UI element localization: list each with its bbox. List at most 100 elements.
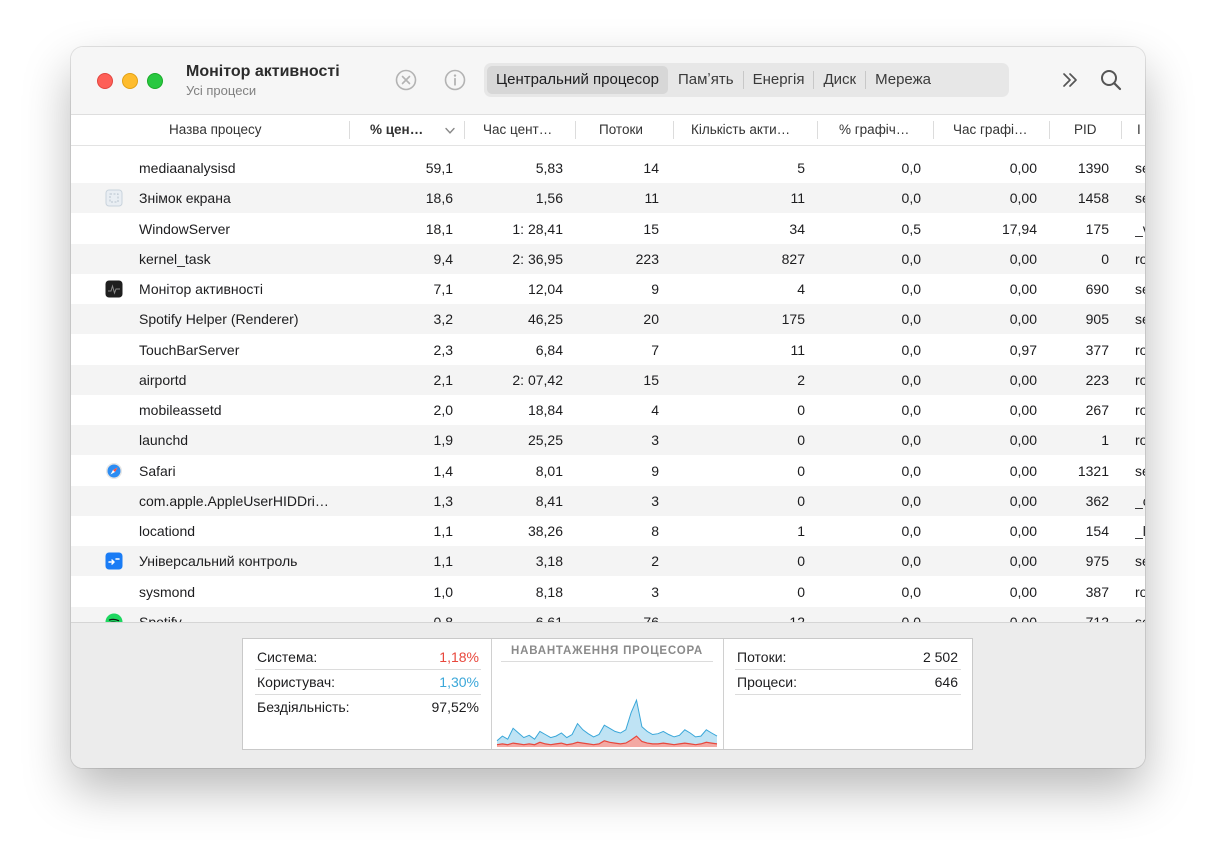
table-row[interactable]: Універсальний контроль 1,1 3,18 2 0 0,0 0,00 97…: [71, 546, 1145, 577]
table-row[interactable]: com.apple.AppleUserHIDDri… 1,3 8,41 3 0 0,0 0,…: [71, 485, 1145, 516]
cpu-time-cell: 8,18: [535, 583, 563, 600]
table-row[interactable]: Spotify Helper (Renderer) 3,2 46,25 20 175 0,…: [71, 304, 1145, 335]
gpu-time-cell: 0,00: [1009, 462, 1037, 479]
table-row[interactable]: Знімок екрана 18,6 1,56 11 11 0,0 0,00 1458 se: [71, 183, 1145, 214]
user-cell: _l: [1135, 523, 1145, 539]
idle-value: 97,52%: [431, 699, 479, 715]
column-header-user[interactable]: І: [1137, 122, 1141, 137]
column-header-idle-wakeups[interactable]: Кількість акти…: [691, 122, 791, 137]
idle-wakeups-cell: 175: [781, 311, 805, 328]
processes-label: Процеси:: [737, 674, 797, 690]
pid-cell: 1: [1101, 432, 1109, 449]
table-row[interactable]: Safari 1,4 8,01 9 0 0,0 0,00 1321 se: [71, 456, 1145, 486]
close-window-button[interactable]: [97, 73, 113, 89]
process-name-cell: mobileassetd: [139, 402, 222, 418]
cpu-time-cell: 2: 07,42: [512, 371, 563, 388]
stop-process-icon[interactable]: [395, 69, 417, 91]
process-name-cell: com.apple.AppleUserHIDDri…: [139, 492, 329, 509]
idle-wakeups-cell: 827: [781, 250, 805, 267]
zoom-window-button[interactable]: [147, 73, 163, 89]
process-table: mediaanalysisd59,15,831450,00,001390seЗн…: [71, 153, 1145, 622]
app-subtitle[interactable]: Усі процеси: [186, 83, 257, 98]
cpu-percent-cell: 18,1: [425, 220, 453, 237]
process-name-cell: Універсальний контроль: [139, 553, 298, 570]
column-header-cpu[interactable]: % цен…: [370, 122, 424, 137]
gpu-time-cell: 0,00: [1009, 523, 1037, 539]
column-header-cpu-time[interactable]: Час цент…: [483, 122, 553, 137]
tab-cpu[interactable]: Центральний процесор: [487, 66, 668, 94]
column-header-gpu[interactable]: % графіч…: [839, 122, 910, 137]
cpu-time-cell: 8,01: [535, 462, 563, 479]
gpu-percent-cell: 0,0: [901, 553, 921, 570]
more-chevrons-icon[interactable]: [1059, 69, 1081, 91]
gpu-percent-cell: 0,0: [901, 523, 921, 539]
gpu-time-cell: 17,94: [1001, 220, 1037, 237]
search-icon[interactable]: [1099, 68, 1123, 92]
gpu-percent-cell: 0,0: [901, 613, 921, 622]
table-row[interactable]: WindowServer 18,1 1: 28,41 15 34 0,5 17,94 175 _…: [71, 214, 1145, 244]
table-row[interactable]: kernel_task 9,4 2: 36,95 223 827 0,0 0,00 0 ro: [71, 243, 1145, 274]
pid-cell: 1390: [1077, 160, 1109, 176]
threads-cell: 14: [643, 160, 659, 176]
tab-energy[interactable]: Енергія: [752, 71, 805, 88]
tab-disk[interactable]: Диск: [823, 71, 857, 88]
idle-wakeups-cell: 5: [797, 160, 805, 176]
idle-wakeups-cell: 1: [797, 523, 805, 539]
table-row[interactable]: TouchBarServer 2,3 6,84 7 11 0,0 0,97 377 ro: [71, 335, 1145, 365]
column-header-gpu-time[interactable]: Час графі…: [953, 122, 1028, 137]
cpu-time-cell: 3,18: [535, 553, 563, 570]
universal-control-icon: [105, 552, 123, 570]
gpu-percent-cell: 0,0: [901, 281, 921, 297]
idle-wakeups-cell: 0: [797, 553, 805, 570]
cpu-load-chart: [496, 698, 718, 747]
threads-cell: 7: [651, 341, 659, 358]
idle-wakeups-cell: 12: [789, 613, 805, 622]
process-name-cell: locationd: [139, 523, 196, 539]
gpu-time-cell: 0,00: [1009, 402, 1037, 418]
process-name-cell: Монітор активності: [139, 281, 263, 297]
cpu-percent-cell: 1,1: [433, 523, 453, 539]
tab-network[interactable]: Мережа: [875, 71, 931, 88]
table-row[interactable]: airportd 2,1 2: 07,42 15 2 0,0 0,00 223 ro: [71, 364, 1145, 395]
table-row[interactable]: launchd 1,9 25,25 3 0 0,0 0,00 1 ro: [71, 425, 1145, 456]
cpu-percent-cell: 1,3: [433, 492, 453, 509]
table-row[interactable]: sysmond 1,0 8,18 3 0 0,0 0,00 387 ro: [71, 577, 1145, 607]
cpu-percent-cell: 2,0: [433, 402, 453, 418]
process-name-cell: Spotify Helper (Renderer): [139, 311, 299, 328]
process-name-cell: launchd: [139, 432, 189, 449]
cpu-percent-cell: 0,8: [433, 613, 453, 622]
idle-wakeups-cell: 0: [797, 432, 805, 449]
gpu-time-cell: 0,00: [1009, 583, 1037, 600]
column-header-name[interactable]: Назва процесу: [169, 122, 262, 137]
table-row[interactable]: Spotify 0,8 6,61 76 12 0,0 0,00 712 se: [71, 606, 1145, 622]
table-row[interactable]: mobileassetd 2,0 18,84 4 0 0,0 0,00 267 ro: [71, 395, 1145, 425]
gpu-percent-cell: 0,0: [901, 190, 921, 207]
cpu-load-chart-title: НАВАНТАЖЕННЯ ПРОЦЕСОРА: [510, 645, 704, 657]
user-cell: _v: [1135, 220, 1145, 237]
info-icon[interactable]: [444, 69, 466, 91]
table-row[interactable]: mediaanalysisd 59,1 5,83 14 5 0,0 0,00 1390 se: [71, 153, 1145, 183]
cpu-percent-cell: 3,2: [433, 311, 453, 328]
process-name-cell: sysmond: [139, 583, 196, 600]
minimize-window-button[interactable]: [122, 73, 138, 89]
table-row[interactable]: locationd 1,1 38,26 8 1 0,0 0,00 154 _l: [71, 516, 1145, 546]
tab-memory[interactable]: Памʼять: [677, 71, 734, 88]
user-cell: ro: [1135, 583, 1145, 600]
pid-cell: 975: [1085, 553, 1109, 570]
pid-cell: 0: [1101, 250, 1109, 267]
activity-monitor-icon: [105, 280, 123, 298]
cpu-percent-cell: 7,1: [433, 281, 453, 297]
screenshot-icon: [105, 189, 123, 207]
process-name-cell: airportd: [139, 371, 187, 388]
column-header-threads[interactable]: Потоки: [599, 122, 643, 137]
gpu-time-cell: 0,00: [1009, 492, 1037, 509]
gpu-time-cell: 0,00: [1009, 160, 1037, 176]
column-header-pid[interactable]: PID: [1074, 122, 1097, 137]
table-row[interactable]: Монітор активності 7,1 12,04 9 4 0,0 0,00 690 se: [71, 274, 1145, 304]
user-cell: ro: [1135, 402, 1145, 418]
process-name-cell: Safari: [139, 462, 176, 479]
pid-cell: 377: [1085, 341, 1109, 358]
threads-cell: 9: [651, 462, 659, 479]
sort-chevron-down-icon: [445, 127, 455, 134]
system-value: 1,18%: [439, 649, 479, 665]
